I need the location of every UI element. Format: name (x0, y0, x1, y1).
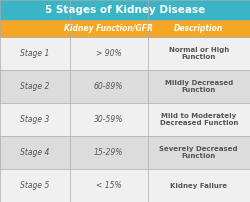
Text: Mild to Moderately
Decreased Function: Mild to Moderately Decreased Function (160, 113, 238, 126)
Text: Kidney Function/GFR: Kidney Function/GFR (64, 24, 153, 33)
FancyBboxPatch shape (0, 103, 250, 136)
Text: Stage 1: Stage 1 (20, 49, 50, 58)
Text: Stage 3: Stage 3 (20, 115, 50, 124)
Text: 30-59%: 30-59% (94, 115, 124, 124)
FancyBboxPatch shape (0, 169, 250, 202)
Text: Description: Description (174, 24, 223, 33)
Text: < 15%: < 15% (96, 181, 122, 190)
FancyBboxPatch shape (0, 37, 250, 70)
Text: 5 Stages of Kidney Disease: 5 Stages of Kidney Disease (45, 5, 205, 15)
FancyBboxPatch shape (0, 20, 250, 37)
Text: Mildly Decreased
Function: Mildly Decreased Function (164, 80, 233, 93)
Text: 15-29%: 15-29% (94, 148, 124, 157)
Text: Stage 2: Stage 2 (20, 82, 50, 91)
Text: Kidney Failure: Kidney Failure (170, 183, 227, 188)
Text: Severely Decreased
Function: Severely Decreased Function (160, 146, 238, 159)
Text: Normal or High
Function: Normal or High Function (168, 47, 229, 60)
FancyBboxPatch shape (0, 70, 250, 103)
FancyBboxPatch shape (0, 136, 250, 169)
Text: > 90%: > 90% (96, 49, 122, 58)
Text: Stage 4: Stage 4 (20, 148, 50, 157)
Text: 60-89%: 60-89% (94, 82, 124, 91)
Text: Stage 5: Stage 5 (20, 181, 50, 190)
FancyBboxPatch shape (0, 0, 250, 20)
